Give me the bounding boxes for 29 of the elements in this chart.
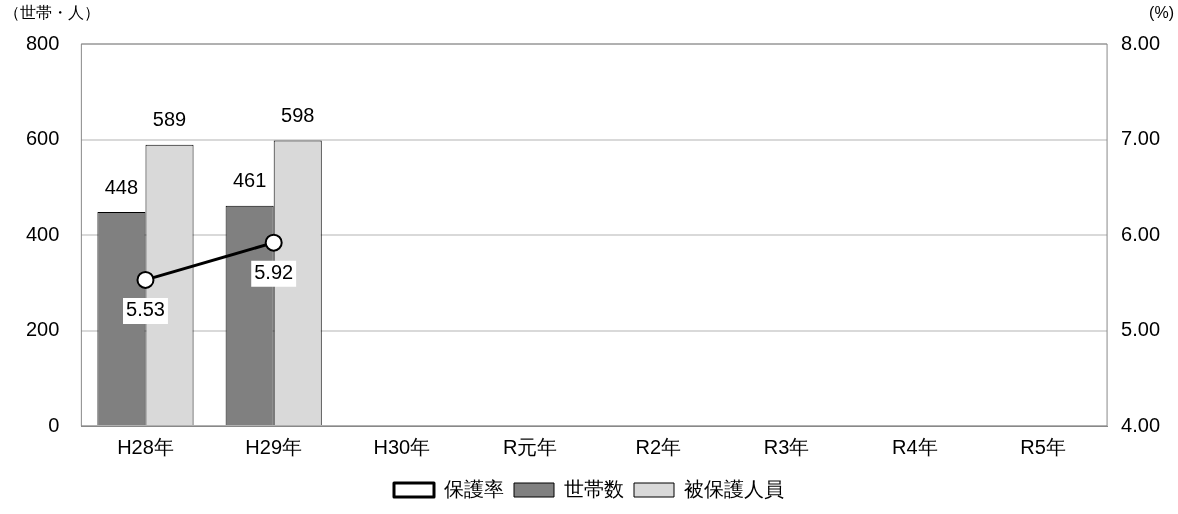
y-tick-label: 400: [25, 222, 60, 245]
y-tick-label: 200: [25, 318, 60, 341]
data-label: 461: [232, 169, 267, 192]
legend-label: 保護率: [444, 477, 504, 500]
x-tick-label: H29年: [245, 435, 303, 458]
x-tick-label: H30年: [373, 435, 431, 458]
data-label: 448: [104, 175, 139, 198]
y2-axis-title: (%): [1149, 4, 1174, 22]
y-tick-label: 800: [25, 31, 60, 54]
x-tick-label: R5年: [1020, 435, 1066, 458]
y-tick-label: 0: [48, 413, 60, 436]
data-label: 589: [152, 108, 187, 131]
y2-tick-label: 5.00: [1121, 318, 1161, 341]
data-label: 598: [281, 103, 315, 126]
x-tick-label: R3年: [763, 435, 810, 458]
y-tick-label: 600: [25, 127, 60, 150]
x-tick-label: R2年: [635, 435, 682, 458]
x-tick-label: R元年: [502, 435, 558, 458]
y2-tick-label: 6.00: [1121, 222, 1161, 245]
y2-tick-label: 8.00: [1121, 31, 1161, 54]
x-tick-label: H28年: [117, 435, 174, 458]
x-tick-label: R4年: [891, 435, 938, 458]
data-label: 5.92: [254, 261, 294, 284]
legend-label: 世帯数: [564, 477, 624, 500]
y2-tick-label: 4.00: [1121, 413, 1161, 436]
y-axis-title: （世帯・人）: [4, 4, 100, 22]
y2-tick-label: 7.00: [1121, 127, 1161, 150]
legend-label: 被保護人員: [684, 477, 784, 500]
data-label: 5.53: [126, 298, 165, 321]
